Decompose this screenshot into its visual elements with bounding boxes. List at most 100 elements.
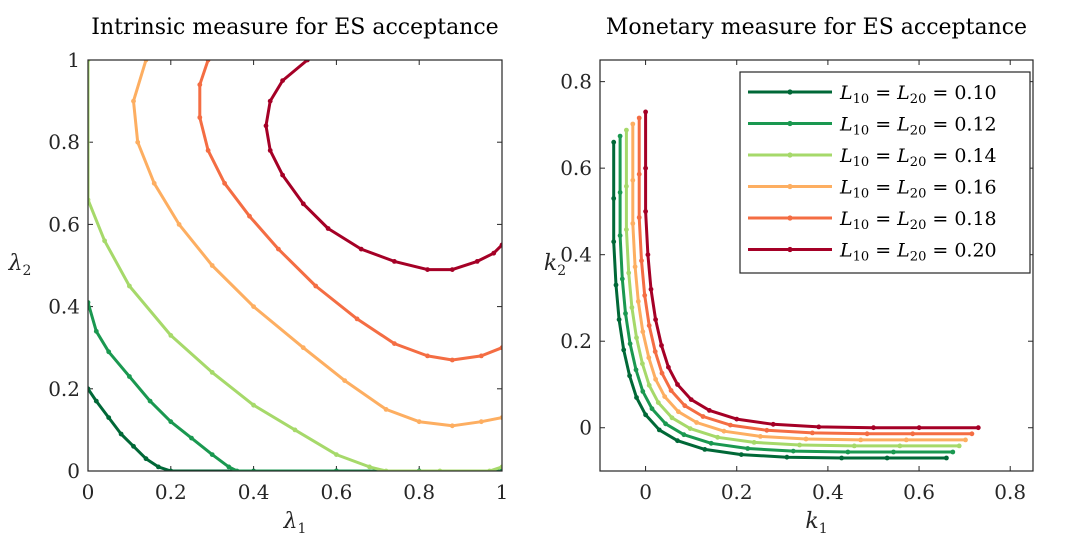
series-point (839, 455, 844, 461)
series-point (784, 454, 790, 460)
x-tick-label: 0.4 (812, 480, 844, 504)
axes-box (599, 59, 1034, 472)
series-point (642, 293, 648, 298)
series-point (334, 452, 339, 457)
series-point (251, 402, 256, 408)
series-3 (624, 127, 962, 449)
series-point (633, 367, 639, 373)
series-line (264, 60, 502, 272)
series-point (643, 109, 648, 115)
legend-entry: L10 = L20 = 0.14 (839, 145, 997, 170)
series-point (392, 341, 397, 346)
series-point (354, 316, 360, 322)
series-point (721, 428, 727, 434)
series-4 (630, 121, 968, 443)
series-5 (197, 60, 502, 363)
series-point (313, 283, 319, 289)
chart-panel-2: Monetary measure for ES acceptance 0 0.2 0.… (544, 15, 1034, 537)
legend-entry: L10 = L20 = 0.20 (839, 240, 997, 265)
series-point (367, 464, 372, 470)
series-point (358, 246, 364, 252)
series-point (669, 415, 675, 421)
series-point (292, 427, 298, 433)
series-point (93, 328, 99, 334)
series-point (630, 221, 636, 226)
series-point (738, 452, 744, 457)
series-point (624, 183, 629, 189)
series-point (449, 267, 455, 272)
series-point (636, 171, 642, 177)
legend-marker (787, 183, 793, 190)
series-point (280, 78, 285, 83)
series-point (197, 115, 203, 120)
chart-title: Intrinsic measure for ES acceptance (91, 15, 498, 40)
series-point (342, 378, 348, 383)
series-point (851, 443, 857, 449)
y-axis-label: λ2 (8, 251, 32, 279)
series-6 (643, 109, 981, 431)
series-point (251, 304, 256, 309)
series-point (143, 456, 149, 462)
series-point (790, 448, 796, 454)
series-point (197, 82, 203, 88)
series-point (276, 246, 281, 252)
series-4 (131, 60, 502, 429)
series-point (687, 426, 693, 431)
x-tick-label: 0.8 (403, 480, 435, 504)
series-point (969, 431, 975, 437)
series-point (646, 355, 652, 361)
series-point (630, 121, 636, 127)
series-point (102, 238, 107, 244)
series-point (632, 264, 638, 270)
series-point (653, 376, 658, 382)
series-point (617, 233, 623, 239)
legend-marker (787, 89, 793, 95)
series-point (649, 406, 655, 412)
series-point (803, 436, 809, 442)
series-point (675, 382, 680, 387)
legend-entry: L10 = L20 = 0.18 (839, 208, 997, 233)
series-point (449, 357, 455, 363)
series-point (280, 172, 285, 178)
legend: L10 = L20 = 0.10 L10 = L20 = 0.12 L10 = L2… (739, 71, 1031, 274)
series-line (88, 302, 502, 471)
y-tick-label: 1 (67, 48, 80, 72)
x-tick-label: 0.8 (994, 480, 1026, 504)
series-point (688, 397, 694, 402)
series-point (640, 389, 646, 394)
legend-entry: L10 = L20 = 0.10 (839, 82, 997, 107)
series-point (643, 165, 648, 171)
series-point (131, 443, 136, 449)
series-point (764, 427, 770, 433)
series-point (156, 464, 161, 470)
legend-marker (787, 246, 793, 253)
y-tick-label: 0 (67, 459, 80, 483)
chart-panel-1: Intrinsic measure for ES acceptance 0 0.2 0… (8, 15, 509, 537)
x-tick-label: 1 (496, 480, 509, 504)
series-point (758, 434, 763, 439)
series-point (646, 382, 652, 388)
y-tick-label: 0.4 (48, 295, 80, 319)
series-point (662, 394, 668, 399)
series-point (950, 449, 956, 455)
series-point (745, 446, 751, 451)
series-point (619, 276, 625, 282)
y-tick-label: 0.4 (560, 243, 592, 267)
series-point (676, 409, 681, 415)
y-tick-label: 0 (579, 416, 592, 440)
series-point (247, 213, 252, 219)
series-point (168, 419, 174, 425)
series-point (630, 177, 636, 183)
series-point (639, 258, 644, 264)
series-point (627, 373, 632, 379)
series-point (226, 464, 232, 470)
series-point (975, 425, 981, 431)
series-point (624, 227, 629, 233)
series-point (659, 370, 665, 376)
series-point (263, 123, 269, 129)
series-point (135, 139, 141, 145)
series-point (715, 434, 720, 440)
series-point (646, 323, 652, 328)
series-point (634, 335, 639, 341)
series-point (640, 329, 646, 335)
